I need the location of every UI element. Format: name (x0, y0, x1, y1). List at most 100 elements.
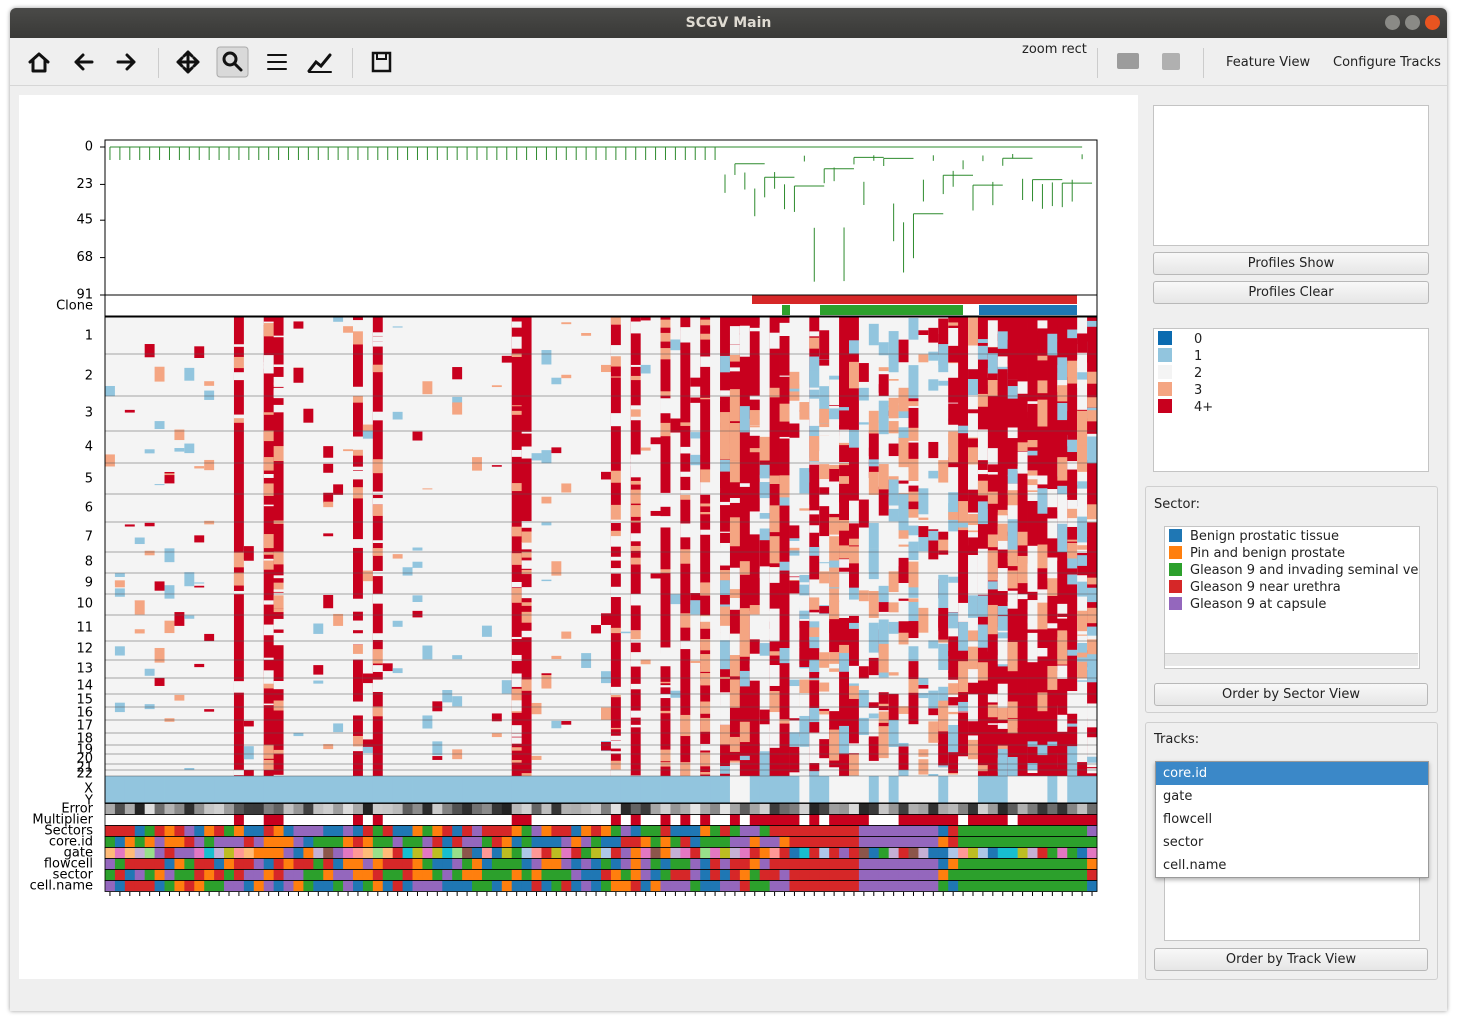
heatmap-segment (362, 739, 374, 752)
heatmap-segment (531, 755, 542, 760)
heatmap-segment (779, 375, 790, 377)
track-cell (1087, 880, 1098, 892)
heatmap-segment (938, 354, 949, 358)
heatmap-segment (511, 483, 523, 492)
heatmap-segment (1007, 641, 1019, 672)
heatmap-column (858, 317, 870, 776)
heatmap-segment (938, 592, 949, 620)
heatmap-segment (333, 723, 344, 733)
order-by-track-button[interactable]: Order by Track View (1154, 948, 1428, 971)
track-cell (581, 836, 592, 848)
track-cell (670, 880, 681, 892)
track-cell (948, 880, 959, 892)
back-icon[interactable] (74, 53, 94, 71)
heatmap-sex (343, 776, 354, 803)
zoom-active[interactable] (216, 46, 249, 78)
heatmap-segment (938, 318, 949, 348)
feature-view-button[interactable]: Feature View (1226, 55, 1311, 70)
track-cell (908, 825, 919, 837)
heatmap-column (462, 317, 473, 776)
heatmap-segment (1067, 411, 1078, 440)
legend-label: Pin and benign prostate (1190, 546, 1346, 561)
heatmap-segment (412, 547, 423, 551)
save-icon[interactable] (371, 51, 392, 73)
heatmap-column (233, 317, 245, 776)
heatmap-column (710, 317, 721, 776)
heatmap-segment (1057, 637, 1068, 665)
track-cell (214, 858, 225, 870)
heatmap-segment (948, 771, 959, 775)
track-cell (700, 880, 711, 892)
track-option[interactable]: core.id (1156, 762, 1428, 785)
track-cell (958, 825, 969, 837)
heatmap-segment (372, 633, 384, 640)
heatmap-sex (958, 776, 969, 803)
track-cell (233, 858, 245, 870)
track-cell (849, 880, 860, 892)
heatmap-segment (1017, 555, 1028, 584)
minimize[interactable] (1385, 15, 1400, 30)
heatmap-segment (769, 611, 780, 622)
forward-icon[interactable] (116, 53, 136, 71)
heatmap-column (283, 317, 294, 776)
settings-icon[interactable] (267, 54, 287, 70)
track-cell (392, 858, 403, 870)
chart-icon[interactable] (307, 53, 332, 73)
track-cell (402, 880, 413, 892)
profiles-clear-button[interactable]: Profiles Clear (1153, 281, 1429, 304)
save-disabled-icon[interactable] (1162, 53, 1180, 70)
track-cell (402, 847, 413, 859)
open-icon[interactable] (1117, 53, 1139, 69)
heatmap-sex (769, 776, 780, 803)
heatmap-segment (273, 749, 284, 754)
maximize[interactable] (1405, 15, 1420, 30)
track-cell (908, 814, 919, 826)
heatmap-segment (511, 737, 523, 744)
configure-tracks-button[interactable]: Configure Tracks (1333, 55, 1441, 70)
heatmap-sex (551, 776, 562, 803)
heatmap-segment (392, 554, 403, 559)
zoom-icon[interactable] (222, 51, 238, 67)
heatmap-segment (720, 355, 731, 373)
heatmap-segment (918, 607, 929, 633)
track-option[interactable]: flowcell (1163, 812, 1213, 827)
heatmap-segment (640, 447, 651, 451)
heatmap-column (313, 317, 324, 776)
heatmap-segment (799, 515, 810, 536)
profiles-show-button[interactable]: Profiles Show (1153, 252, 1429, 275)
close[interactable] (1425, 15, 1440, 30)
heatmap-segment (114, 588, 126, 597)
track-option[interactable]: gate (1163, 789, 1193, 804)
track-cell (114, 814, 126, 826)
heatmap-segment (293, 732, 304, 737)
separator (158, 48, 159, 78)
track-cell (849, 803, 860, 815)
heatmap-sex (819, 776, 830, 803)
track-option[interactable]: cell.name (1163, 858, 1227, 873)
order-by-sector-button[interactable]: Order by Sector View (1154, 683, 1428, 706)
track-cell (779, 814, 790, 826)
heatmap-segment (908, 317, 919, 340)
heatmap-segment (501, 355, 513, 363)
home-icon[interactable] (28, 52, 50, 73)
track-option[interactable]: sector (1163, 835, 1204, 850)
track-cell (1047, 847, 1058, 859)
heatmap-segment (184, 367, 195, 381)
scrollbar[interactable] (1165, 653, 1418, 666)
heatmap-segment (263, 483, 275, 496)
track-cell (243, 880, 255, 892)
legend-label: Gleason 9 and invading seminal vesicl (1190, 563, 1419, 578)
heatmap-segment (1057, 521, 1068, 553)
heatmap-segment (1067, 539, 1078, 559)
heatmap-segment (1037, 320, 1048, 331)
track-cell (343, 836, 354, 848)
heatmap-segment (353, 644, 364, 654)
clone-label: Clone (56, 299, 93, 314)
track-cell (214, 847, 225, 859)
track-cell (630, 803, 642, 815)
heatmap-segment (1087, 397, 1098, 408)
heatmap-segment (105, 385, 116, 397)
heatmap-segment (432, 741, 443, 756)
heatmap-segment (819, 691, 830, 709)
pan-icon[interactable] (176, 50, 200, 74)
